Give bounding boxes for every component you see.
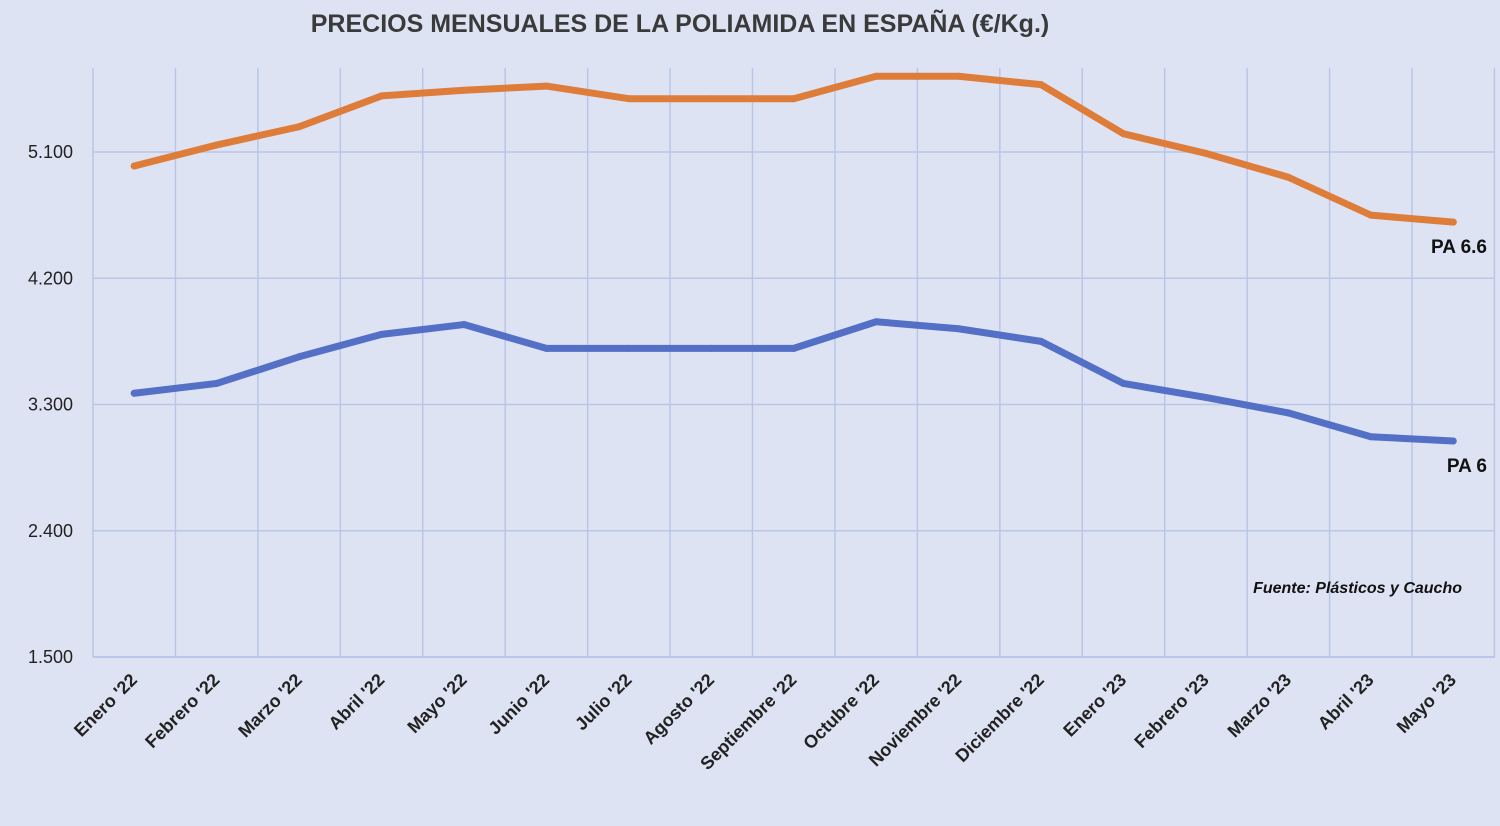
data-point <box>1202 149 1210 157</box>
data-point <box>130 389 138 397</box>
y-tick-label: 2.400 <box>28 521 73 541</box>
data-point <box>790 344 798 352</box>
data-point <box>625 95 633 103</box>
data-point <box>872 72 880 80</box>
data-point <box>378 330 386 338</box>
series-label-pa66: PA 6.6 <box>1431 237 1487 258</box>
series-lines <box>130 72 1457 445</box>
data-point <box>707 344 715 352</box>
data-point <box>1284 173 1292 181</box>
data-point <box>213 141 221 149</box>
gridlines <box>92 68 1496 657</box>
series-labels: PA 6.6 PA 6 <box>1431 237 1487 477</box>
source-annotation: Fuente: Plásticos y Caucho <box>1253 580 1462 597</box>
y-tick-label: 5.100 <box>28 142 73 162</box>
data-point <box>1449 437 1457 445</box>
data-point <box>1367 211 1375 219</box>
data-point <box>542 82 550 90</box>
data-point <box>542 344 550 352</box>
data-point <box>955 72 963 80</box>
data-point <box>1119 130 1127 138</box>
data-point <box>955 325 963 333</box>
data-point <box>460 86 468 94</box>
data-point <box>707 95 715 103</box>
data-point <box>1119 379 1127 387</box>
data-point <box>1284 409 1292 417</box>
chart-title: PRECIOS MENSUALES DE LA POLIAMIDA EN ESP… <box>311 8 1049 38</box>
data-point <box>130 162 138 170</box>
data-point <box>378 92 386 100</box>
data-point <box>295 123 303 131</box>
series-label-pa6: PA 6 <box>1447 456 1487 477</box>
data-point <box>790 95 798 103</box>
data-point <box>1037 337 1045 345</box>
data-point <box>872 318 880 326</box>
data-point <box>1037 81 1045 89</box>
data-point <box>295 353 303 361</box>
y-tick-label: 3.300 <box>28 395 73 415</box>
data-point <box>1367 433 1375 441</box>
y-tick-label: 4.200 <box>28 268 73 288</box>
data-point <box>213 379 221 387</box>
data-point <box>1202 393 1210 401</box>
data-point <box>1449 218 1457 226</box>
data-point <box>460 321 468 329</box>
data-point <box>625 344 633 352</box>
y-tick-label: 1.500 <box>28 647 73 667</box>
